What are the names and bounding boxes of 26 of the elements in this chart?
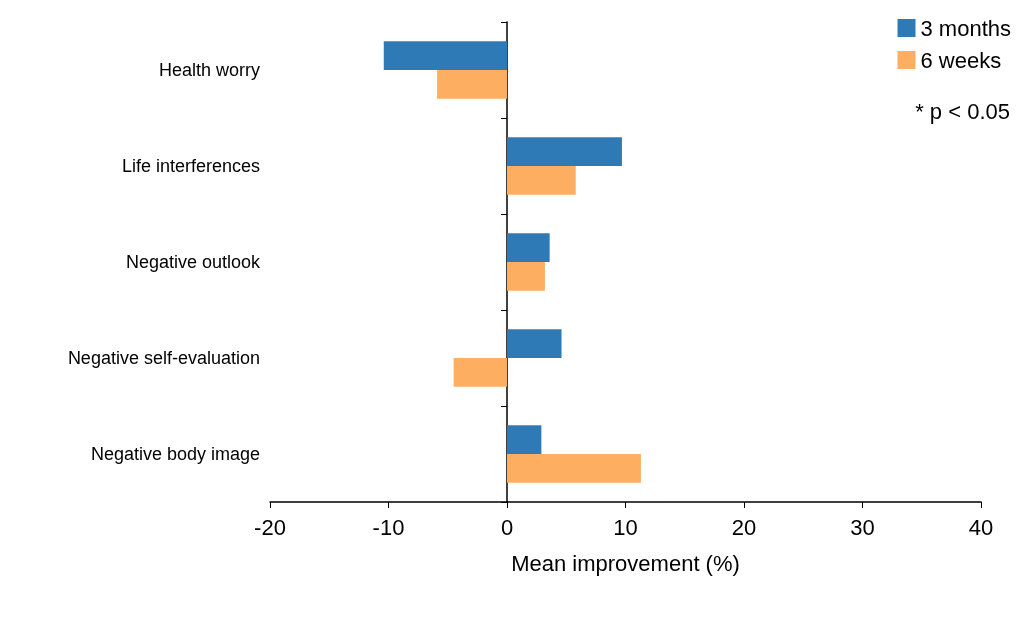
x-tick-label: -10 (372, 514, 405, 540)
x-axis-title: Mean improvement (%) (511, 550, 740, 576)
bar (507, 166, 576, 195)
bar (507, 233, 550, 262)
x-tick-label: 30 (850, 514, 875, 540)
x-tick-label: 0 (500, 514, 514, 540)
legend-label: 3 months (920, 15, 1012, 41)
bar (507, 329, 562, 358)
bar (507, 137, 622, 166)
x-tick-label: 20 (731, 514, 757, 540)
bar (507, 262, 545, 291)
y-tick-label: Life interferences (121, 156, 260, 176)
bar (507, 454, 641, 483)
bar (453, 358, 507, 387)
bar (383, 41, 507, 70)
x-tick-label: 10 (613, 514, 638, 540)
y-tick-label: Negative body image (90, 444, 260, 464)
y-tick-label: Negative self-evaluation (67, 348, 260, 368)
y-tick-label: Health worry (158, 60, 260, 80)
x-tick-label: 40 (968, 514, 994, 540)
legend-label: 6 weeks (920, 47, 1002, 73)
x-tick-label: -20 (254, 514, 286, 540)
y-tick-label: Negative outlook (125, 252, 261, 272)
bar (507, 425, 542, 454)
annotation: * p < 0.05 (915, 98, 1011, 124)
bar (437, 70, 507, 99)
